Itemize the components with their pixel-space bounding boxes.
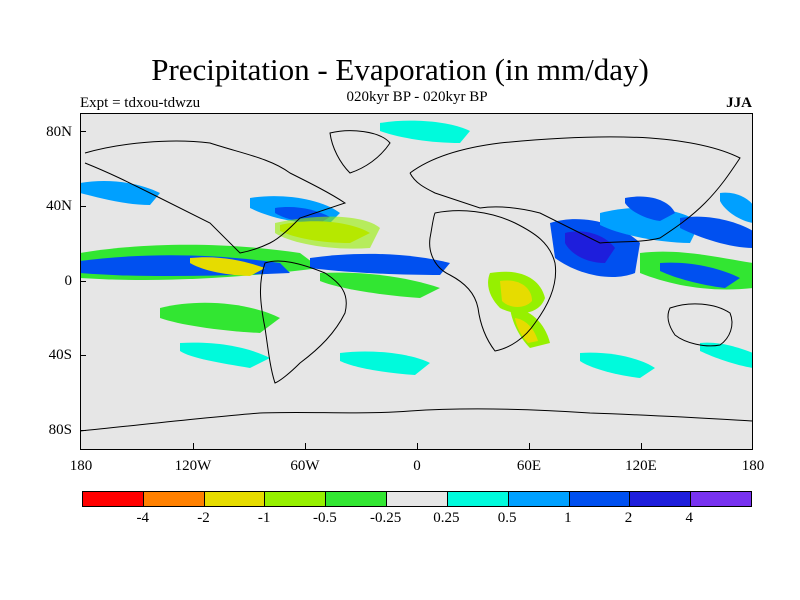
lon-tick	[193, 443, 194, 449]
colorbar-swatch	[569, 492, 631, 506]
lat-label-40n: 40N	[46, 198, 72, 214]
colorbar-label: 0.25	[433, 510, 460, 526]
coastline-greenland	[329, 130, 391, 174]
contour-blob	[515, 318, 538, 343]
colorbar-swatch	[143, 492, 205, 506]
contour-blob	[160, 302, 280, 333]
lon-label-0: 0	[413, 458, 421, 474]
colorbar	[82, 491, 752, 507]
colorbar-swatch	[387, 492, 448, 506]
lat-tick	[80, 131, 86, 132]
colorbar-label: 4	[685, 510, 694, 526]
colorbar-label: 0.5	[497, 510, 517, 526]
coastlines	[80, 130, 753, 432]
lat-label-40s: 40S	[48, 347, 72, 363]
contour-blob	[580, 352, 655, 378]
lon-tick	[305, 443, 306, 449]
experiment-label: Expt = tdxou-tdwzu	[80, 95, 201, 111]
lat-label-0: 0	[64, 273, 73, 289]
lat-tick	[80, 430, 86, 431]
lon-label-180e: 180	[741, 458, 765, 474]
contour-blob	[600, 207, 700, 243]
colorbar-swatch	[204, 492, 266, 506]
contour-blob	[275, 216, 380, 249]
contour-blob	[340, 351, 430, 375]
coastline-antarctica	[80, 408, 753, 432]
colorbar-swatch	[83, 492, 144, 506]
lon-label-120e: 120E	[625, 458, 657, 474]
colorbar-label: -0.5	[313, 510, 337, 526]
contour-blob	[180, 342, 270, 368]
coastline-eurasia	[409, 136, 741, 244]
colorbar-swatch	[508, 492, 570, 506]
colorbar-label: -0.25	[370, 510, 402, 526]
colorbar-swatch	[447, 492, 509, 506]
contour-blob	[680, 216, 753, 248]
lat-tick	[80, 206, 86, 207]
colorbar-label: -4	[136, 510, 149, 526]
contour-blob	[660, 262, 740, 288]
contour-blob	[80, 181, 160, 205]
contour-blob	[565, 231, 615, 263]
lon-label-60w: 60W	[290, 458, 320, 474]
coastline-south-america	[259, 260, 347, 384]
contour-blob	[380, 120, 470, 143]
season-label: JJA	[726, 95, 752, 111]
contour-blob	[720, 192, 753, 223]
lon-tick	[641, 443, 642, 449]
lat-tick	[80, 355, 86, 356]
contour-blob	[310, 253, 450, 275]
map-title: Precipitation - Evaporation (in mm/day)	[151, 52, 649, 87]
lat-tick	[80, 281, 86, 282]
colorbar-label: 1	[564, 510, 572, 526]
precipitation-field	[80, 120, 753, 432]
lon-tick	[529, 443, 530, 449]
lat-label-80n: 80N	[46, 124, 72, 140]
coastline-australia	[667, 303, 733, 347]
colorbar-label: -1	[257, 510, 271, 526]
colorbar-swatch	[691, 492, 751, 506]
contour-blob	[190, 257, 265, 276]
coastline-africa	[429, 210, 557, 352]
contour-blob	[500, 280, 532, 307]
lon-label-180w: 180	[69, 458, 93, 474]
lon-label-60e: 60E	[516, 458, 542, 474]
colorbar-swatch	[265, 492, 327, 506]
contour-fields	[80, 120, 753, 378]
map-subtitle: 020kyr BP - 020kyr BP	[346, 89, 488, 105]
lon-tick	[417, 443, 418, 449]
contour-blob	[320, 272, 440, 298]
contour-blob	[700, 342, 753, 368]
lat-label-80s: 80S	[48, 422, 72, 438]
colorbar-label: 2	[624, 510, 633, 526]
colorbar-swatch	[326, 492, 388, 506]
contour-blob	[625, 196, 675, 221]
colorbar-swatch	[630, 492, 692, 506]
colorbar-label: -2	[197, 510, 210, 526]
map-plot-area	[80, 113, 753, 450]
coastline-north-america	[84, 140, 347, 254]
lon-label-120w: 120W	[174, 458, 212, 474]
